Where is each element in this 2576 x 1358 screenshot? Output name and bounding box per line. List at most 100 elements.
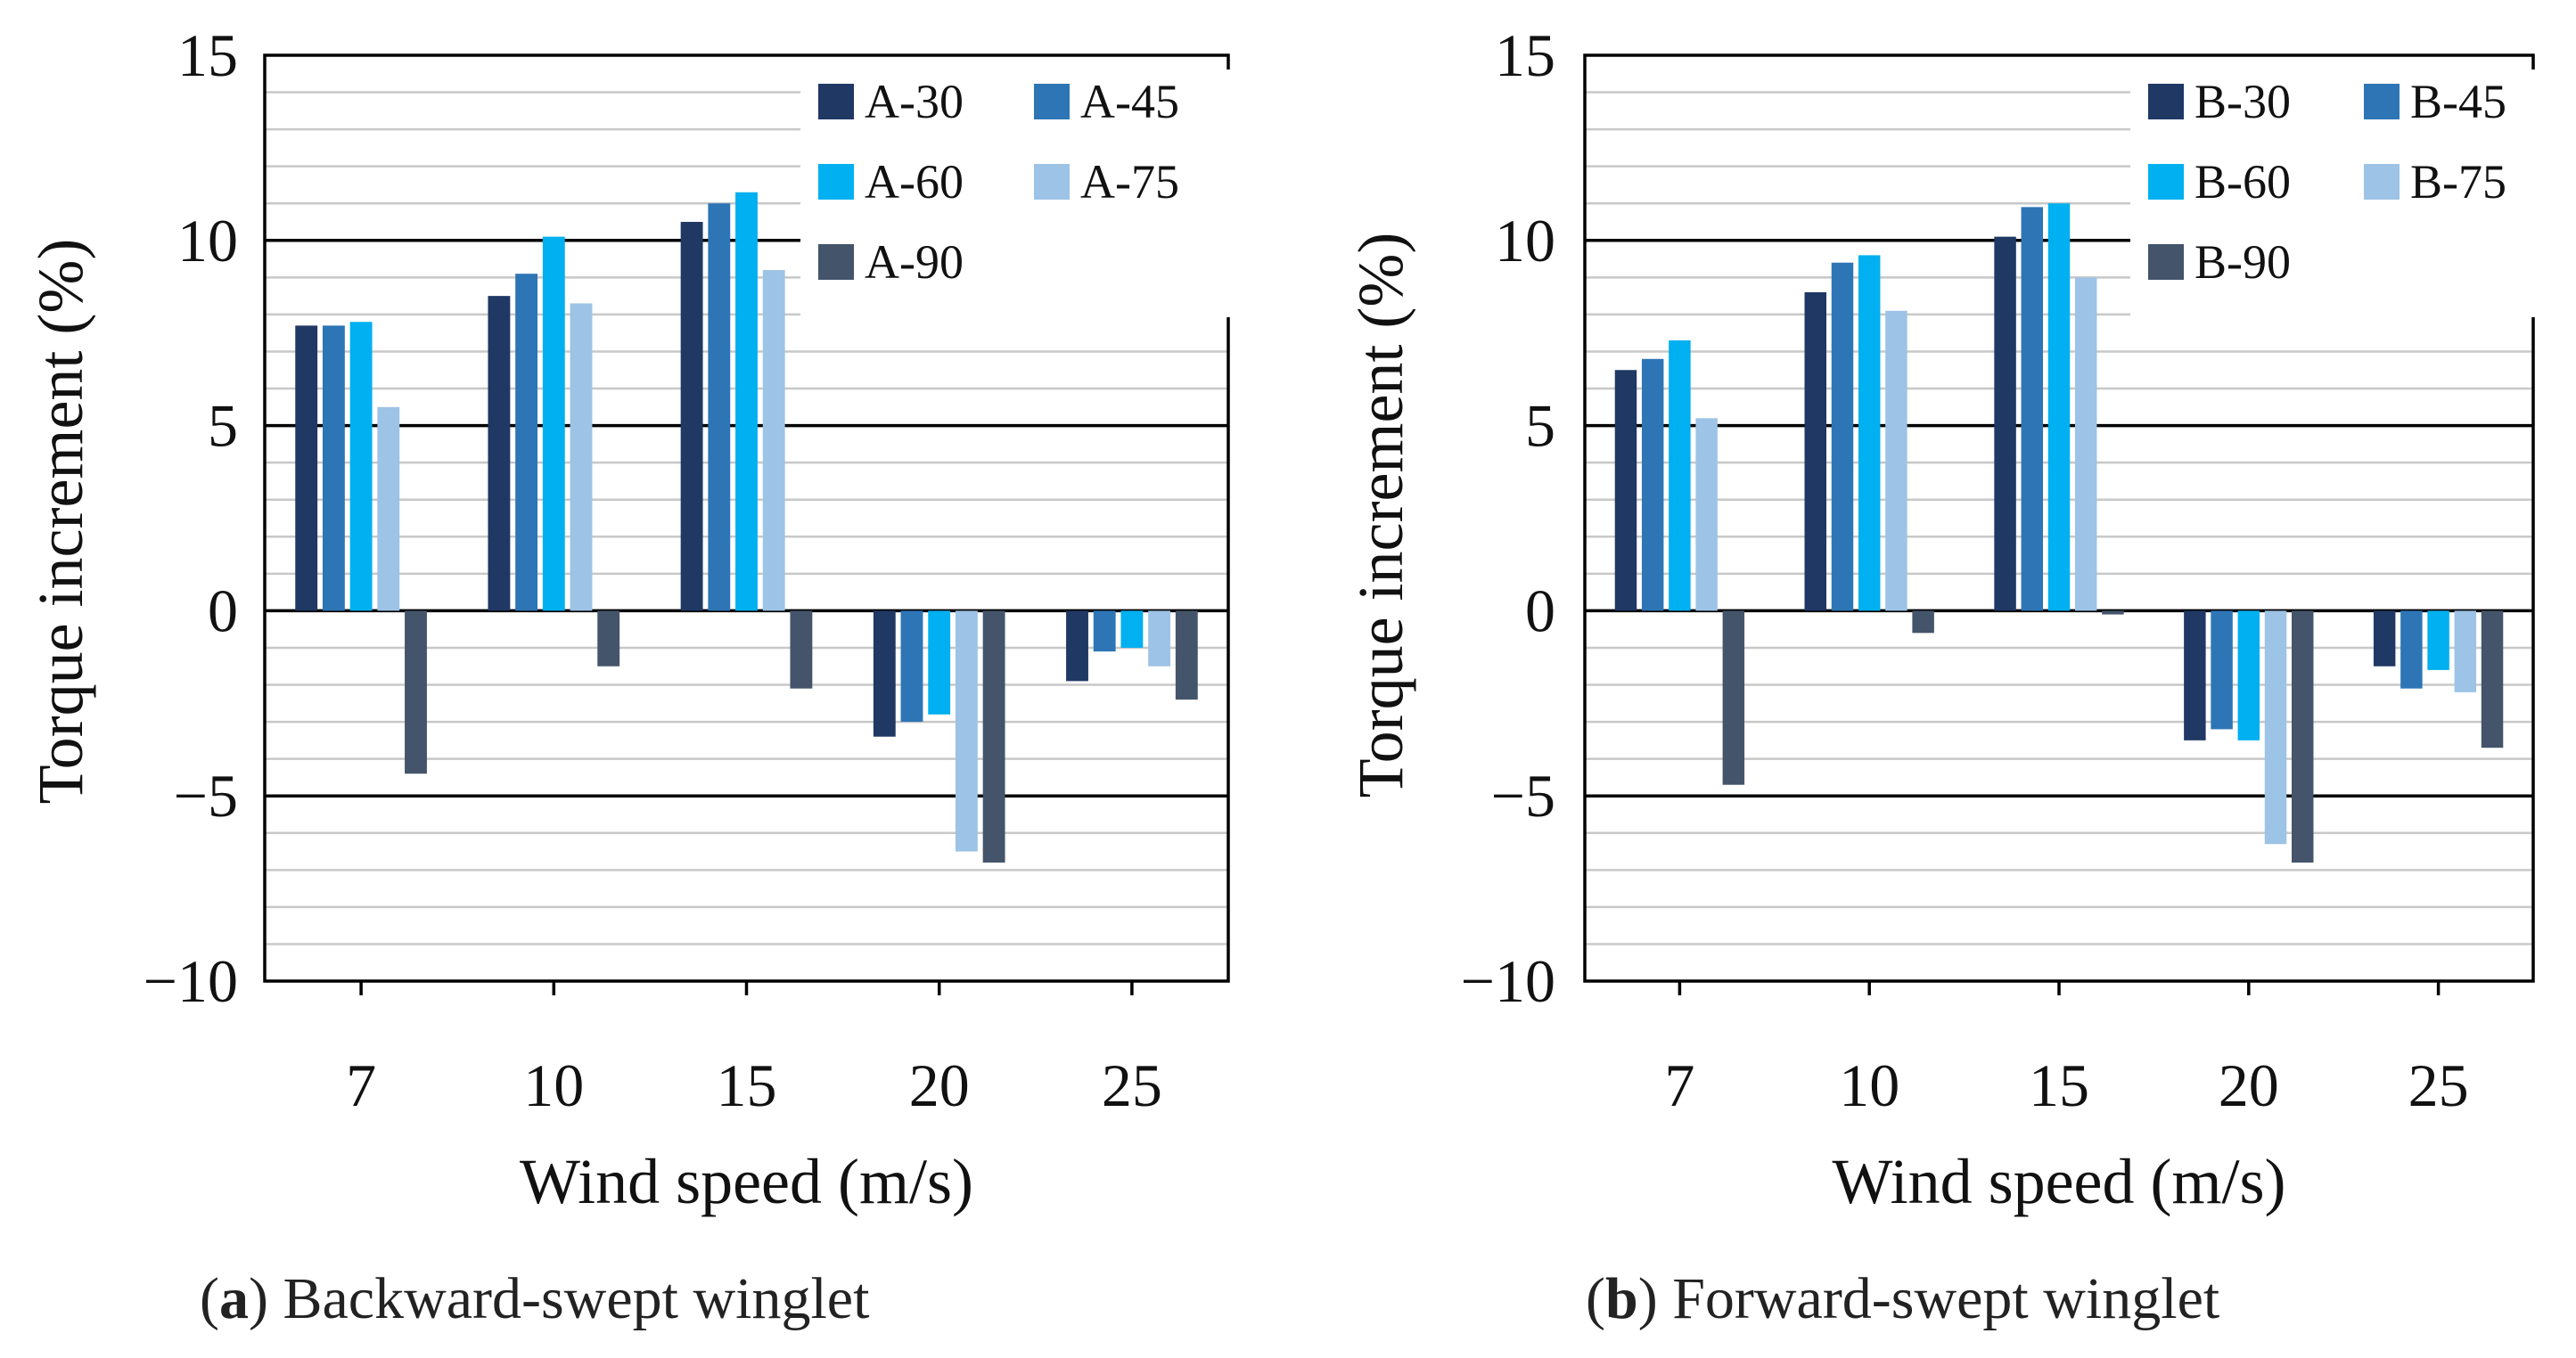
x-tick-label: 7 [1664,1051,1694,1119]
chart-forward-swept: 15 10 5 0 −5 −10 7 10 15 20 25 Wind speed (m/s) Torq… [1345,21,2571,1217]
y-axis-title: Torque increment (%) [25,239,96,805]
legend-swatch-b-60 [2148,164,2184,200]
x-tick-label: 20 [2219,1051,2279,1119]
bar-b-75-25 [2454,610,2477,692]
bar-b-45-25 [2400,610,2423,689]
x-tick-label: 15 [717,1051,777,1119]
bar-b-45-10 [1831,262,1854,611]
legend-background [2130,70,2571,317]
bar-a-90-7 [405,610,427,774]
bar-b-90-10 [1912,610,1934,634]
bar-b-90-20 [2291,610,2314,863]
bar-b-60-15 [2047,203,2071,611]
bar-a-45-10 [515,274,538,611]
legend-swatch-a-45 [1034,84,1070,119]
bar-a-90-20 [982,610,1005,863]
chart-backward-swept: 15 10 5 0 −5 −10 7 10 15 20 25 Wind speed (m/s) Torq… [25,21,1241,1217]
bar-b-45-15 [2021,207,2044,611]
x-tick-label: 25 [1102,1051,1162,1119]
bar-a-75-25 [1148,610,1171,667]
y-tick-label: −5 [174,762,238,830]
legend-swatch-a-60 [818,164,854,200]
bar-b-45-20 [2211,610,2233,730]
caption-a: (a) Backward-swept winglet [200,1266,870,1331]
bar-b-60-20 [2237,610,2260,740]
y-axis-title: Torque increment (%) [1345,233,1416,798]
y-tick-label: 10 [1495,207,1555,274]
legend-label-b-75: B-75 [2410,155,2506,209]
y-tick-label: 15 [177,21,238,89]
caption-b-letter: b [1604,1266,1638,1331]
legend-swatch-b-45 [2364,84,2400,119]
bar-a-90-25 [1175,610,1198,700]
legend-label-a-75: A-75 [1080,155,1179,209]
caption-b: (b) Forward-swept winglet [1586,1266,2220,1331]
bar-a-75-7 [377,406,400,611]
x-axis-title: Wind speed (m/s) [520,1146,973,1217]
legend-swatch-b-90 [2148,244,2184,280]
legend-swatch-b-75 [2364,164,2400,200]
legend-label-a-60: A-60 [865,155,964,209]
y-tick-label: 0 [1525,577,1555,644]
bar-b-90-15 [2102,610,2124,615]
bar-a-45-7 [322,325,345,611]
y-tick-label: −10 [144,947,238,1015]
bar-a-60-25 [1120,610,1144,648]
caption-a-text: Backward-swept winglet [283,1266,870,1331]
bar-b-60-7 [1669,340,1691,611]
panel-backward-swept: 15 10 5 0 −5 −10 7 10 15 20 25 Wind speed (m/s) Torq… [25,21,1241,1331]
legend-swatch-a-90 [818,244,854,280]
legend-label-b-90: B-90 [2195,235,2291,289]
bar-b-60-10 [1858,255,1881,611]
legend-label-a-90: A-90 [865,235,964,289]
x-tick-label: 10 [523,1051,584,1119]
legend-background [800,70,1241,317]
legend-label-a-30: A-30 [865,75,964,128]
bar-a-45-20 [900,610,923,723]
bar-a-75-15 [762,270,785,611]
bar-b-30-20 [2184,610,2206,740]
x-tick-label: 20 [909,1051,970,1119]
legend-swatch-b-30 [2148,84,2184,119]
legend-swatch-a-75 [1034,164,1070,200]
y-tick-label: 0 [208,577,238,644]
bar-a-30-7 [295,325,318,611]
bar-b-75-7 [1695,418,1718,611]
y-tick-label: 5 [208,392,238,460]
legend-label-b-60: B-60 [2195,155,2291,209]
caption-b-text: Forward-swept winglet [1672,1266,2220,1331]
x-tick-label: 10 [1839,1051,1899,1119]
bar-a-90-10 [597,610,620,667]
panel-forward-swept: 15 10 5 0 −5 −10 7 10 15 20 25 Wind speed (m/s) Torq… [1288,0,2576,1358]
bar-a-60-7 [349,322,373,611]
bar-b-30-7 [1614,370,1637,611]
y-tick-label: −5 [1491,762,1555,830]
bar-b-45-7 [1641,358,1664,611]
legend-label-a-45: A-45 [1080,75,1179,128]
bar-a-30-25 [1066,610,1088,682]
bar-a-45-25 [1093,610,1116,652]
bar-a-60-20 [928,610,951,715]
legend-swatch-a-30 [818,84,854,119]
bar-b-60-25 [2427,610,2449,670]
y-tick-label: 5 [1525,392,1555,460]
bar-a-60-10 [542,236,565,611]
x-tick-label: 15 [2029,1051,2089,1119]
bar-a-30-10 [488,296,511,611]
x-tick-label: 7 [346,1051,376,1119]
bar-b-75-10 [1885,310,1907,611]
bar-a-45-15 [708,203,731,611]
bar-a-30-20 [873,610,896,737]
y-tick-label: −10 [1461,947,1555,1015]
bar-a-75-20 [955,610,978,852]
bar-b-30-15 [1994,236,2016,611]
caption-a-letter: a [218,1266,249,1331]
bar-b-30-10 [1804,291,1827,611]
bar-b-90-25 [2481,610,2504,749]
y-tick-label: 10 [177,207,238,274]
x-axis-title: Wind speed (m/s) [1833,1146,2286,1217]
legend-label-b-30: B-30 [2195,75,2291,128]
bar-a-30-15 [680,222,703,611]
bar-a-75-10 [570,303,593,611]
